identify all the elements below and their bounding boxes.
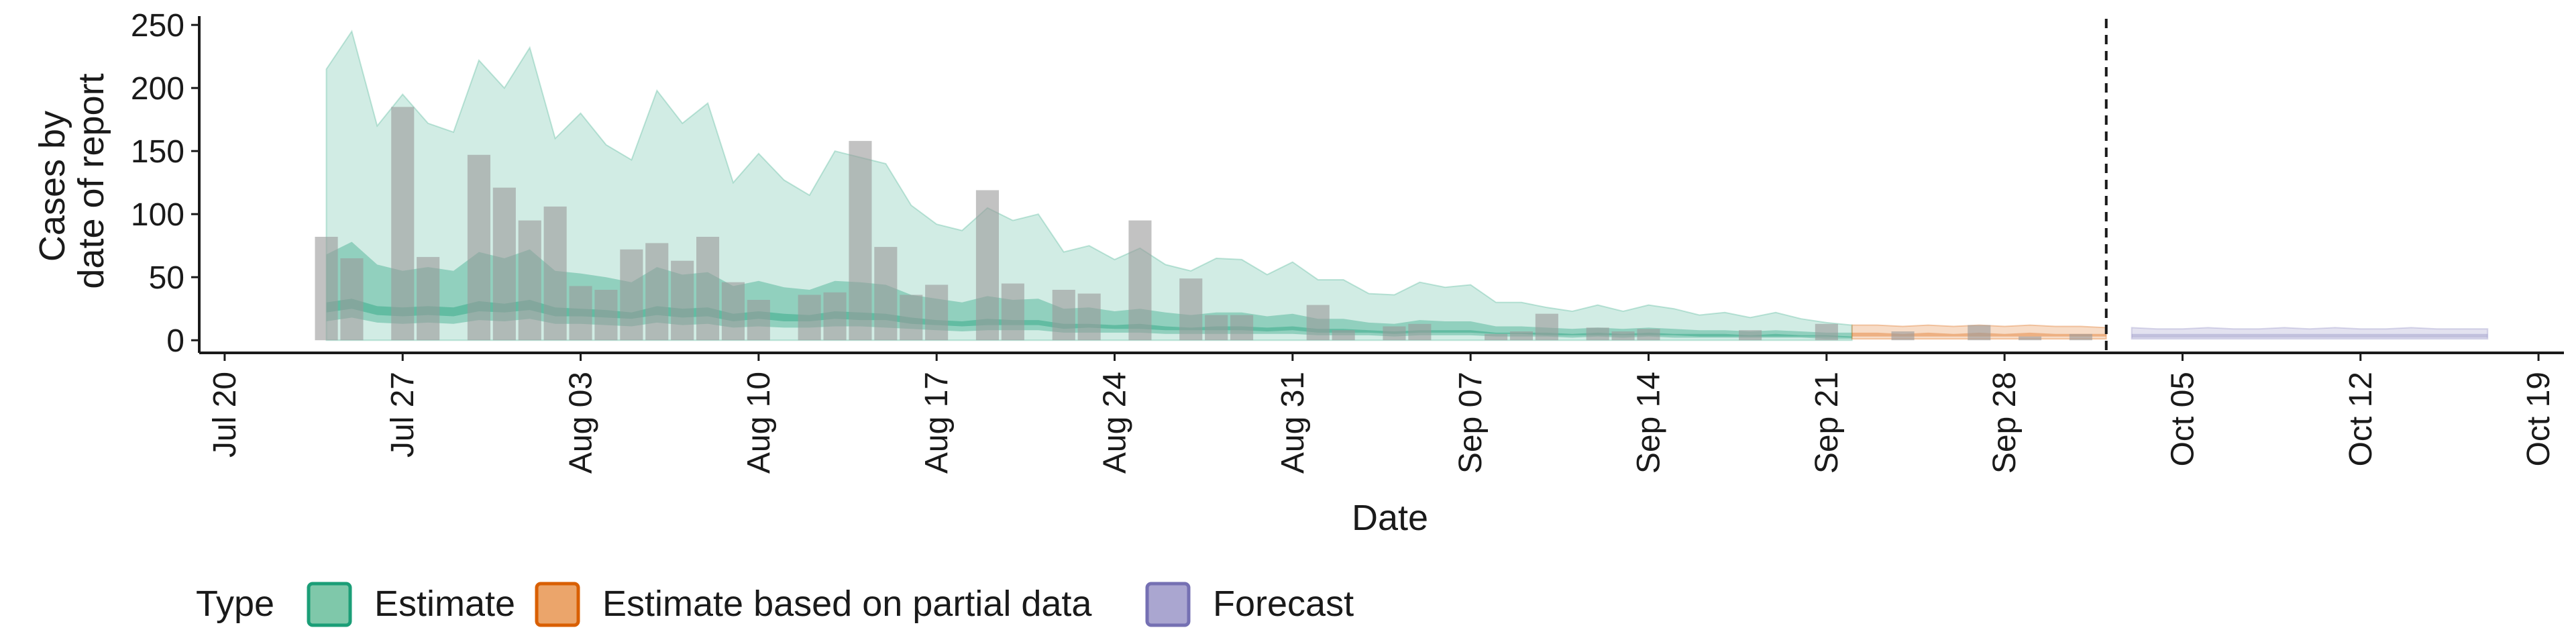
y-tick-label: 250 xyxy=(131,8,184,44)
case-bar xyxy=(645,243,669,341)
case-bar xyxy=(467,154,490,341)
y-tick-label: 100 xyxy=(131,197,184,233)
case-bar xyxy=(315,237,338,341)
x-axis-ticks: Jul 20 Jul 27 Aug 03 Aug 10 Aug 17 Aug 24 Aug … xyxy=(207,353,2557,474)
case-bar xyxy=(1205,315,1228,341)
y-tick-label: 150 xyxy=(131,134,184,170)
x-tick-label: Sep 07 xyxy=(1453,372,1489,474)
case-bar xyxy=(492,187,516,341)
x-tick-label: Aug 17 xyxy=(919,372,955,474)
legend-swatch xyxy=(535,582,580,627)
case-bar xyxy=(1509,331,1533,341)
x-tick-label: Oct 12 xyxy=(2343,372,2379,466)
case-bar xyxy=(671,260,694,341)
legend-swatch xyxy=(1145,582,1191,627)
case-bar xyxy=(1077,293,1101,341)
case-bar xyxy=(823,292,847,341)
case-bar xyxy=(2069,333,2092,341)
case-bar xyxy=(543,206,567,341)
case-bar xyxy=(1611,331,1635,341)
case-bar xyxy=(1001,283,1024,341)
case-bar xyxy=(518,220,541,341)
y-tick-label: 0 xyxy=(166,323,184,359)
case-bar xyxy=(696,237,720,341)
forecast-outer-band xyxy=(2131,327,2489,340)
x-tick-label: Sep 14 xyxy=(1631,372,1667,474)
case-bar xyxy=(1230,315,1254,341)
case-bar xyxy=(1968,325,1991,341)
x-tick-label: Aug 24 xyxy=(1097,372,1133,474)
legend-label: Forecast xyxy=(1213,584,1354,624)
case-bar xyxy=(2019,336,2042,341)
legend-label: Estimate xyxy=(374,584,515,624)
x-axis-title: Date xyxy=(1352,498,1428,538)
case-bar xyxy=(594,290,618,341)
case-bar xyxy=(900,294,923,341)
x-tick-label: Aug 31 xyxy=(1275,372,1311,474)
case-bar xyxy=(1739,330,1762,341)
case-bar xyxy=(1383,326,1406,341)
y-tick-label: 50 xyxy=(149,260,184,296)
case-bar xyxy=(620,249,643,341)
case-bar xyxy=(1637,329,1660,341)
case-bar xyxy=(721,282,745,341)
case-bar xyxy=(1179,278,1203,341)
case-bar xyxy=(417,257,440,341)
case-bar xyxy=(747,300,770,341)
case-bar xyxy=(874,247,898,341)
x-tick-label: Jul 20 xyxy=(207,372,243,458)
y-axis-title-line-2: date of report xyxy=(71,73,111,288)
legend-label: Estimate based on partial data xyxy=(602,584,1092,624)
case-bar xyxy=(1128,220,1152,341)
x-tick-label: Sep 21 xyxy=(1809,372,1845,474)
case-bar xyxy=(1891,331,1915,341)
legend-title: Type xyxy=(196,584,274,624)
case-bar xyxy=(925,284,949,341)
forecast-inner-band xyxy=(2131,333,2488,338)
x-tick-label: Oct 19 xyxy=(2521,372,2557,466)
case-bar xyxy=(1815,323,1838,341)
axes xyxy=(198,16,2564,354)
observed-cases-bars xyxy=(315,107,2092,341)
case-bar xyxy=(975,190,999,341)
case-bar xyxy=(1586,327,1609,341)
x-tick-label: Oct 05 xyxy=(2165,372,2201,466)
x-tick-label: Aug 10 xyxy=(741,372,777,474)
legend: Type Estimate Estimate based on partial d… xyxy=(196,582,1354,627)
case-bar xyxy=(1408,323,1432,341)
x-tick-label: Aug 03 xyxy=(564,372,599,474)
case-bar xyxy=(391,107,415,341)
case-bar xyxy=(1306,305,1330,341)
case-bar xyxy=(1052,290,1075,341)
case-bar xyxy=(340,258,364,341)
y-axis-title: Cases by date of report xyxy=(32,73,111,288)
case-bar xyxy=(798,294,821,341)
y-axis-title-line-1: Cases by xyxy=(32,111,72,262)
case-bar xyxy=(569,286,592,341)
y-axis-ticks: 0 50 100 150 200 250 xyxy=(131,8,199,359)
case-bar xyxy=(1535,313,1558,341)
y-tick-label: 200 xyxy=(131,71,184,107)
case-bar xyxy=(849,141,872,341)
x-tick-label: Jul 27 xyxy=(385,372,421,458)
case-bar xyxy=(1485,333,1508,341)
x-tick-label: Sep 28 xyxy=(1987,372,2023,474)
case-bar xyxy=(1332,330,1355,341)
legend-swatch xyxy=(307,582,352,627)
